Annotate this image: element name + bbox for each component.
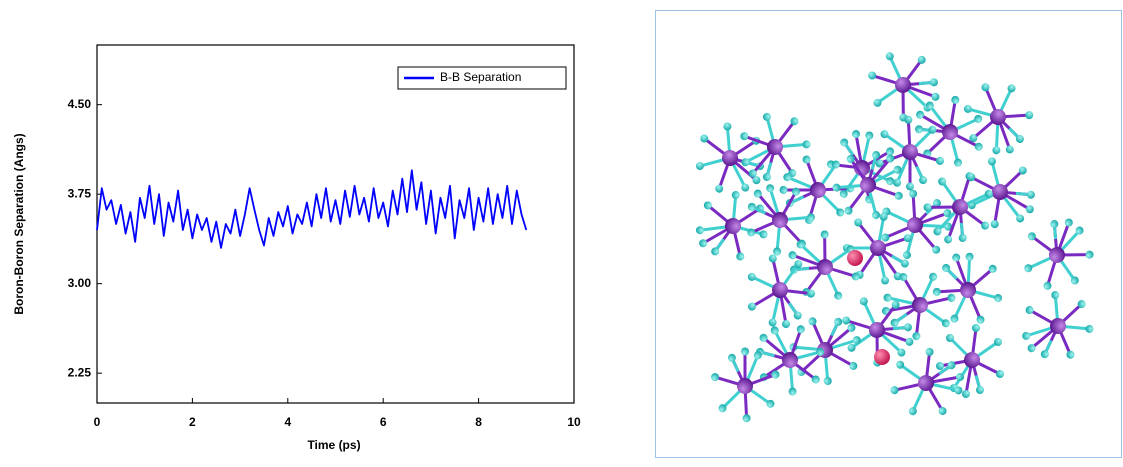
y-axis-label: Boron-Boron Separation (Angs) [12, 133, 26, 314]
y-tick-label: 3.00 [68, 276, 92, 290]
image-frame [656, 11, 1122, 458]
y-tick-label: 2.25 [68, 365, 92, 379]
structure-image [656, 11, 1122, 458]
y-tick-label: 3.75 [68, 186, 92, 200]
legend-label: B-B Separation [440, 70, 521, 84]
page: Time (ps) Boron-Boron Separation (Angs) … [0, 0, 1123, 462]
x-tick-label: 8 [475, 415, 482, 429]
figure: Time (ps) Boron-Boron Separation (Angs) … [0, 0, 1123, 462]
data-line [97, 170, 526, 248]
x-tick-label: 10 [567, 415, 581, 429]
x-tick-label: 0 [94, 415, 101, 429]
x-tick-label: 4 [284, 415, 291, 429]
x-tick-label: 6 [380, 415, 387, 429]
y-tick-label: 4.50 [68, 97, 92, 111]
x-tick-label: 2 [189, 415, 196, 429]
x-axis-label: Time (ps) [307, 438, 360, 452]
plot-frame [97, 45, 574, 403]
